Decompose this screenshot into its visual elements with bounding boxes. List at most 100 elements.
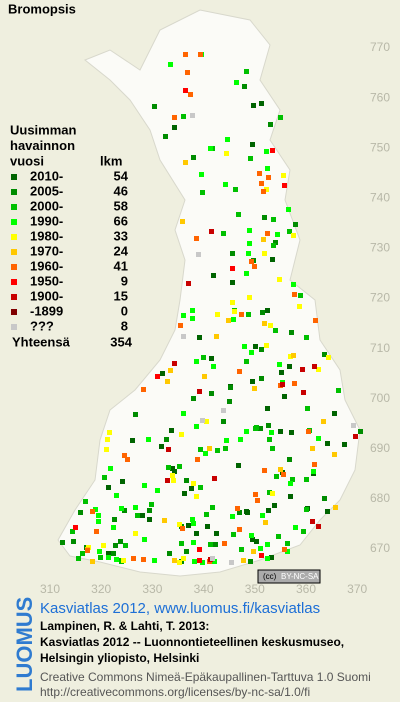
observation-square (288, 481, 293, 486)
observation-square (119, 506, 124, 511)
observation-square (224, 438, 229, 443)
observation-square (70, 529, 75, 534)
observation-square (105, 437, 110, 442)
observation-square (60, 540, 65, 545)
y-coordinate-label: 760 (370, 90, 390, 104)
credit-link[interactable]: Kasviatlas 2012, www.luomus.fi/kasviatla… (40, 600, 320, 617)
observation-square (276, 534, 281, 539)
y-coordinate-label: 670 (370, 541, 390, 555)
citation-line: Helsingin yliopisto, Helsinki (40, 651, 199, 665)
observation-square (244, 359, 249, 364)
observation-square (333, 505, 338, 510)
observation-square (96, 519, 101, 524)
observation-square (291, 353, 296, 358)
y-coordinate-label: 750 (370, 140, 390, 154)
observation-square (285, 541, 290, 546)
observation-square (80, 551, 85, 556)
observation-square (269, 555, 274, 560)
legend-label: 1990- (30, 213, 63, 228)
observation-square (152, 558, 157, 563)
observation-square (102, 475, 107, 480)
observation-square (351, 423, 356, 428)
observation-square (131, 556, 136, 561)
observation-square (183, 160, 188, 165)
observation-square (180, 219, 185, 224)
observation-square (197, 335, 202, 340)
observation-square (242, 344, 247, 349)
observation-square (227, 399, 232, 404)
observation-square (287, 457, 292, 462)
observation-square (239, 547, 244, 552)
observation-square (281, 472, 286, 477)
legend-swatch (11, 279, 17, 285)
observation-square (267, 437, 272, 442)
observation-square (270, 446, 275, 451)
observation-square (250, 379, 255, 384)
observation-square (293, 525, 298, 530)
observation-square (252, 386, 257, 391)
observation-square (106, 555, 111, 560)
legend-total-label: Yhteensä (12, 334, 71, 349)
observation-square (268, 122, 273, 127)
observation-square (288, 354, 293, 359)
observation-square (135, 513, 140, 518)
legend-count: 24 (114, 243, 129, 258)
observation-square (71, 539, 76, 544)
observation-square (210, 556, 215, 561)
observation-square (169, 428, 174, 433)
observation-square (177, 560, 182, 565)
legend-label: 2005- (30, 183, 63, 198)
observation-square (264, 187, 269, 192)
legend-label: 1950- (30, 273, 63, 288)
legend-swatch (11, 174, 17, 180)
observation-square (261, 189, 266, 194)
legend-label: 2010- (30, 168, 63, 183)
observation-square (210, 505, 215, 510)
observation-square (170, 473, 175, 478)
observation-square (259, 347, 264, 352)
observation-square (251, 103, 256, 108)
observation-square (181, 114, 186, 119)
observation-square (170, 466, 175, 471)
observation-square (205, 524, 210, 529)
x-coordinate-label: 330 (142, 582, 162, 596)
observation-square (332, 452, 337, 457)
observation-square (297, 304, 302, 309)
observation-square (209, 391, 214, 396)
observation-square (198, 447, 203, 452)
observation-square (264, 149, 269, 154)
observation-square (287, 229, 292, 234)
observation-square (172, 115, 177, 120)
observation-square (265, 406, 270, 411)
observation-square (221, 231, 226, 236)
observation-square (107, 430, 112, 435)
observation-square (280, 382, 285, 387)
observation-square (311, 469, 316, 474)
observation-square (231, 532, 236, 537)
observation-square (230, 280, 235, 285)
observation-square (141, 387, 146, 392)
observation-square (184, 549, 189, 554)
observation-square (179, 541, 184, 546)
observation-square (265, 556, 270, 561)
observation-square (85, 548, 90, 553)
x-coordinate-label: 310 (40, 582, 60, 596)
observation-square (312, 462, 317, 467)
y-coordinate-label: 730 (370, 241, 390, 255)
observation-square (78, 510, 83, 515)
observation-square (322, 352, 327, 357)
cc-symbol: (cc) (263, 572, 277, 581)
observation-square (224, 151, 229, 156)
observation-square (194, 236, 199, 241)
observation-square (142, 483, 147, 488)
observation-square (289, 330, 294, 335)
observation-square (246, 312, 251, 317)
observation-square (312, 364, 317, 369)
observation-square (223, 182, 228, 187)
citation-line: Lampinen, R. & Lahti, T. 2013: (40, 619, 209, 633)
observation-square (177, 522, 182, 527)
y-coordinate-label: 700 (370, 391, 390, 405)
observation-square (221, 419, 226, 424)
observation-square (76, 556, 81, 561)
